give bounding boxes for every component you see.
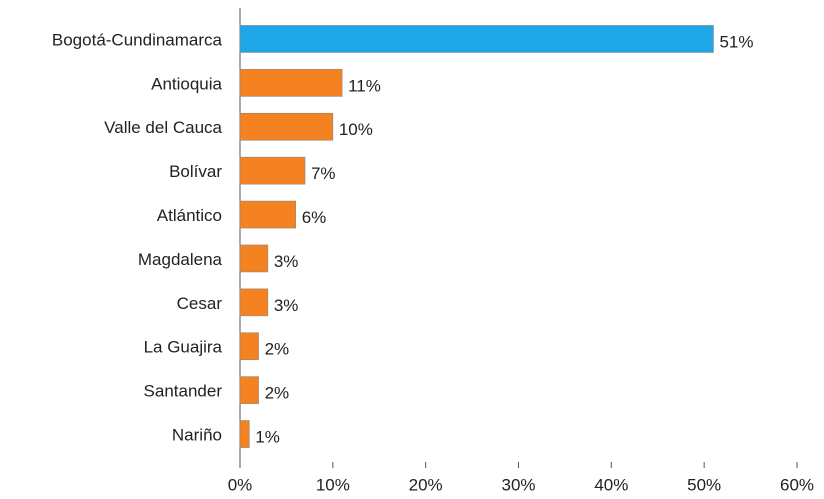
y-tick-label: Santander bbox=[144, 382, 223, 401]
x-tick-label: 50% bbox=[687, 475, 721, 494]
bar bbox=[239, 376, 259, 404]
bar bbox=[239, 332, 259, 361]
x-tick-label: 20% bbox=[409, 475, 443, 494]
bar bbox=[239, 200, 297, 229]
y-tick-label: Nariño bbox=[172, 426, 222, 445]
bar bbox=[239, 420, 250, 448]
value-label: 51% bbox=[719, 32, 753, 51]
x-tick-label: 0% bbox=[228, 475, 253, 494]
value-label: 2% bbox=[265, 340, 290, 359]
bar bbox=[239, 69, 343, 97]
y-tick-label: Valle del Cauca bbox=[104, 118, 222, 137]
value-label: 6% bbox=[302, 208, 327, 227]
x-tick-label: 10% bbox=[316, 475, 350, 494]
y-tick-label: Magdalena bbox=[138, 250, 223, 269]
bar bbox=[239, 288, 269, 317]
y-tick-label: Cesar bbox=[177, 294, 223, 313]
bar bbox=[239, 156, 306, 185]
y-tick-label: Atlántico bbox=[157, 206, 222, 225]
value-label: 3% bbox=[274, 296, 299, 315]
x-tick-label: 60% bbox=[780, 475, 814, 494]
value-label: 2% bbox=[265, 384, 290, 403]
bar bbox=[239, 25, 714, 53]
y-tick-label: La Guajira bbox=[144, 338, 223, 357]
value-label: 7% bbox=[311, 164, 336, 183]
value-label: 11% bbox=[348, 76, 381, 95]
bar bbox=[239, 112, 334, 141]
y-tick-label: Antioquia bbox=[151, 74, 222, 93]
bar bbox=[239, 244, 269, 273]
value-label: 10% bbox=[339, 120, 373, 139]
value-label: 3% bbox=[274, 252, 299, 271]
value-label: 1% bbox=[255, 428, 280, 447]
x-tick-label: 30% bbox=[501, 475, 535, 494]
y-tick-label: Bogotá-Cundinamarca bbox=[52, 30, 223, 49]
y-tick-label: Bolívar bbox=[169, 162, 222, 181]
x-tick-label: 40% bbox=[594, 475, 628, 494]
